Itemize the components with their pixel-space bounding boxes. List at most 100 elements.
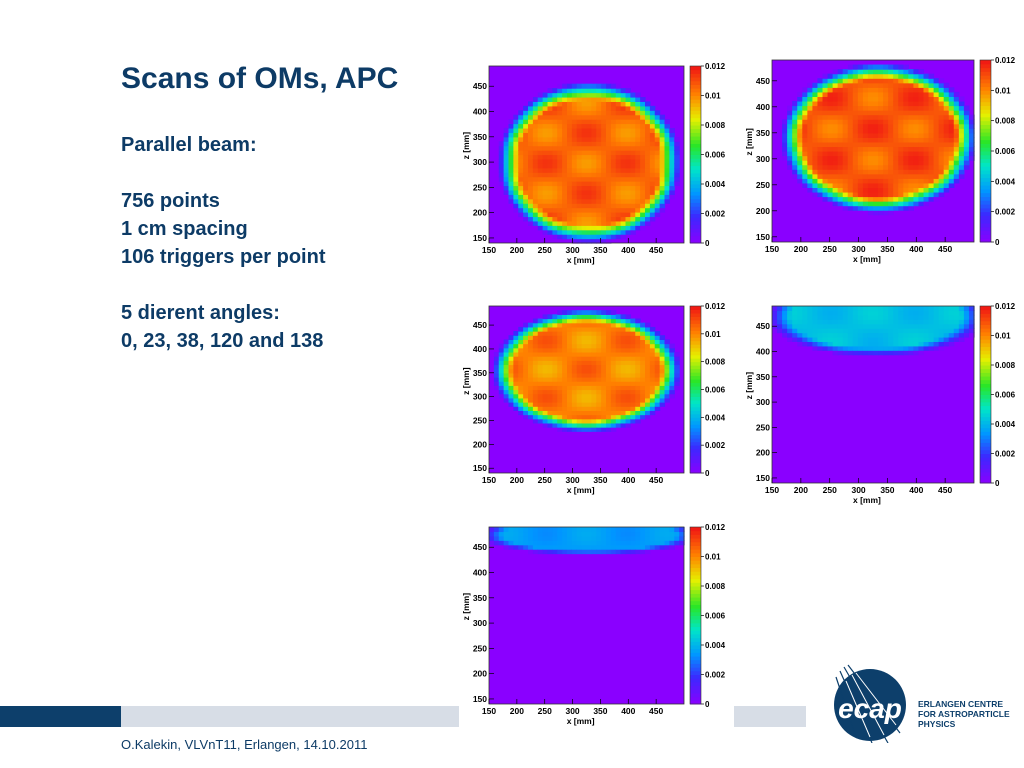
heatmap-cell	[518, 368, 524, 374]
heatmap-cell	[928, 110, 935, 116]
heatmap-cell	[630, 347, 636, 353]
heatmap-cell	[903, 91, 909, 97]
x-tick-label: 200	[794, 244, 808, 254]
heatmap-cell	[654, 141, 661, 147]
heatmap-cell	[630, 132, 636, 138]
heatmap-cell	[557, 376, 563, 382]
x-tick-label: 400	[909, 485, 923, 495]
colorbar-segment	[690, 396, 701, 401]
heatmap-cell	[943, 151, 950, 157]
heatmap-cell	[873, 160, 879, 166]
heatmap-cell	[908, 173, 914, 179]
x-tick-label: 450	[649, 475, 663, 485]
heatmap-cell	[867, 345, 874, 351]
heatmap-cell	[898, 137, 904, 143]
heatmap-cell	[888, 205, 894, 211]
heatmap-cell	[625, 389, 631, 395]
colorbar-segment	[690, 184, 701, 189]
heatmap-cell	[635, 220, 641, 226]
heatmap-cell	[847, 96, 854, 102]
heatmap-cell	[903, 87, 909, 93]
heatmap-chart: 150 200 250 300 350 400 4501502002503003504004…	[744, 302, 1016, 505]
heatmap-cell	[797, 132, 803, 138]
heatmap-cell	[883, 332, 889, 338]
heatmap-cell	[498, 360, 505, 366]
heatmap-cell	[797, 100, 803, 107]
heatmap-cell	[591, 527, 597, 533]
heatmap-cell	[654, 347, 661, 353]
heatmap-cell	[498, 167, 505, 173]
heatmap-cell	[908, 78, 914, 84]
heatmap-cell	[523, 167, 529, 173]
heatmap-cell	[615, 203, 622, 209]
heatmap-cell	[659, 544, 666, 550]
heatmap-cell	[817, 306, 824, 312]
heatmap-cell	[528, 114, 534, 120]
heatmap-cell	[857, 96, 864, 102]
heatmap-cell	[888, 201, 894, 207]
heatmap-cell	[933, 164, 940, 170]
heatmap-cell	[576, 220, 583, 226]
heatmap-cell	[645, 132, 651, 138]
heatmap-cell	[640, 372, 646, 378]
heatmap-cell	[537, 158, 544, 164]
heatmap-cell	[852, 345, 859, 351]
heatmap-cell	[938, 306, 945, 312]
colorbar-tick-label: 0.012	[995, 56, 1016, 65]
heatmap-cell	[518, 385, 524, 391]
heatmap-cell	[596, 540, 602, 546]
heatmap-cell	[654, 389, 661, 395]
heatmap-cell	[562, 527, 568, 533]
heatmap-cell	[943, 123, 950, 129]
heatmap-cell	[878, 132, 884, 138]
heatmap-cell	[928, 137, 935, 143]
heatmap-cell	[537, 343, 544, 349]
heatmap-cell	[645, 351, 651, 357]
heatmap-cell	[537, 535, 544, 541]
heatmap-cell	[513, 114, 519, 120]
heatmap-cell	[918, 87, 925, 93]
heatmap-cell	[645, 176, 651, 182]
heatmap-cell	[581, 531, 588, 537]
heatmap-cell	[576, 198, 583, 204]
heatmap-cell	[518, 172, 524, 178]
heatmap-cell	[822, 160, 829, 166]
colorbar-tick-label: 0	[705, 700, 710, 709]
colorbar-segment	[690, 309, 701, 314]
heatmap-cell	[562, 389, 568, 395]
heatmap-cell	[542, 322, 549, 328]
heatmap-cell	[669, 544, 675, 550]
heatmap-cell	[893, 196, 899, 202]
heatmap-cell	[968, 155, 975, 161]
heatmap-cell	[948, 132, 955, 138]
heatmap-cell	[928, 132, 935, 138]
heatmap-cell	[508, 544, 514, 550]
colorbar-segment	[980, 376, 991, 381]
heatmap-cell	[787, 110, 793, 116]
heatmap-cell	[842, 169, 849, 175]
heatmap-cell	[537, 389, 544, 395]
heatmap-cell	[635, 145, 641, 151]
heatmap-cell	[883, 141, 889, 148]
heatmap-cell	[571, 203, 578, 209]
heatmap-cell	[576, 376, 583, 382]
heatmap-cell	[557, 347, 563, 353]
heatmap-cell	[958, 306, 965, 312]
heatmap-cell	[596, 549, 602, 555]
heatmap-cell	[958, 160, 965, 166]
heatmap-cell	[847, 114, 854, 120]
heatmap-cell	[606, 322, 612, 328]
heatmap-cell	[918, 336, 925, 342]
heatmap-cell	[842, 146, 849, 152]
heatmap-cell	[537, 410, 544, 416]
heatmap-cell	[837, 91, 844, 97]
heatmap-cell	[943, 110, 950, 116]
heatmap-cell	[615, 212, 622, 218]
heatmap-cell	[674, 381, 680, 386]
heatmap-cell	[948, 164, 955, 170]
heatmap-cell	[883, 169, 889, 175]
heatmap-cell	[586, 136, 592, 142]
heatmap-cell	[547, 198, 553, 204]
heatmap-cell	[552, 351, 558, 357]
heatmap-cell	[523, 414, 529, 420]
